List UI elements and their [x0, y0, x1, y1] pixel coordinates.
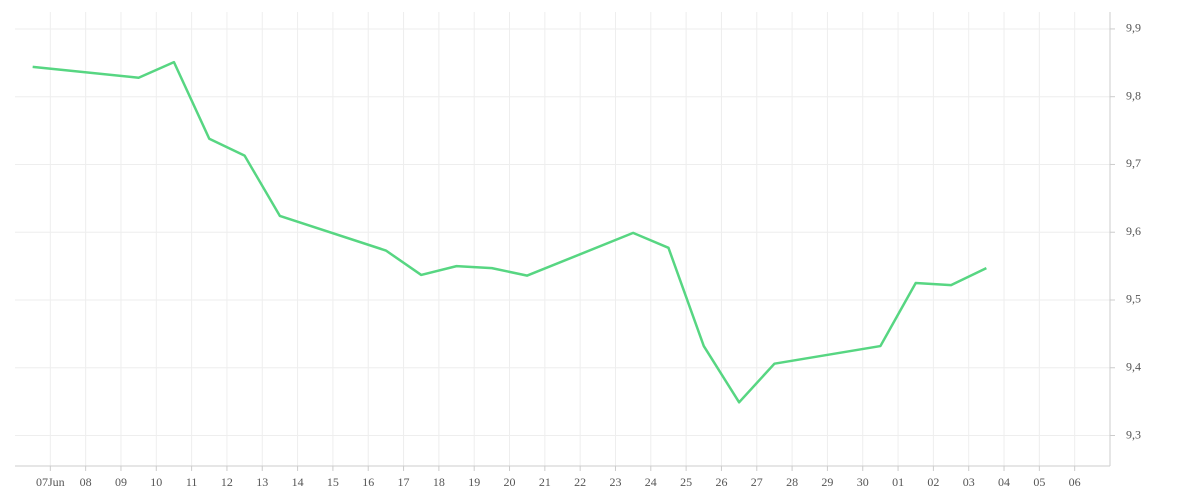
- x-tick-label: 03: [963, 475, 975, 489]
- x-tick-label: 04: [998, 475, 1010, 489]
- x-tick-label: 06: [1069, 475, 1081, 489]
- x-tick-label: 21: [539, 475, 551, 489]
- x-tick-label: 24: [645, 475, 657, 489]
- x-tick-label: 16: [362, 475, 374, 489]
- x-tick-label: 26: [715, 475, 727, 489]
- y-tick-label: 9,6: [1126, 224, 1141, 238]
- x-tick-label: 02: [927, 475, 939, 489]
- x-tick-label: 19: [468, 475, 480, 489]
- x-tick-label: 12: [221, 475, 233, 489]
- x-tick-label: 17: [398, 475, 410, 489]
- x-tick-label: 10: [150, 475, 162, 489]
- x-tick-label: 11: [186, 475, 198, 489]
- x-tick-label: 25: [680, 475, 692, 489]
- x-tick-label: 18: [433, 475, 445, 489]
- y-tick-label: 9,9: [1126, 21, 1141, 35]
- x-tick-label: 05: [1033, 475, 1045, 489]
- x-tick-label: 09: [115, 475, 127, 489]
- x-tick-label: 20: [504, 475, 516, 489]
- y-tick-label: 9,8: [1126, 88, 1141, 102]
- y-tick-label: 9,5: [1126, 292, 1141, 306]
- x-tick-label: 28: [786, 475, 798, 489]
- x-tick-label: 08: [80, 475, 92, 489]
- x-tick-label: 07Jun: [36, 475, 65, 489]
- x-tick-label: 14: [292, 475, 304, 489]
- x-tick-label: 15: [327, 475, 339, 489]
- x-tick-label: 13: [256, 475, 268, 489]
- x-tick-label: 22: [574, 475, 586, 489]
- x-tick-label: 27: [751, 475, 763, 489]
- y-tick-label: 9,3: [1126, 427, 1141, 441]
- x-tick-label: 29: [821, 475, 833, 489]
- x-tick-label: 30: [857, 475, 869, 489]
- x-tick-label: 01: [892, 475, 904, 489]
- y-tick-label: 9,4: [1126, 359, 1141, 373]
- line: [32, 60, 987, 404]
- y-tick-label: 9,7: [1126, 156, 1141, 170]
- x-tick-label: 23: [609, 475, 621, 489]
